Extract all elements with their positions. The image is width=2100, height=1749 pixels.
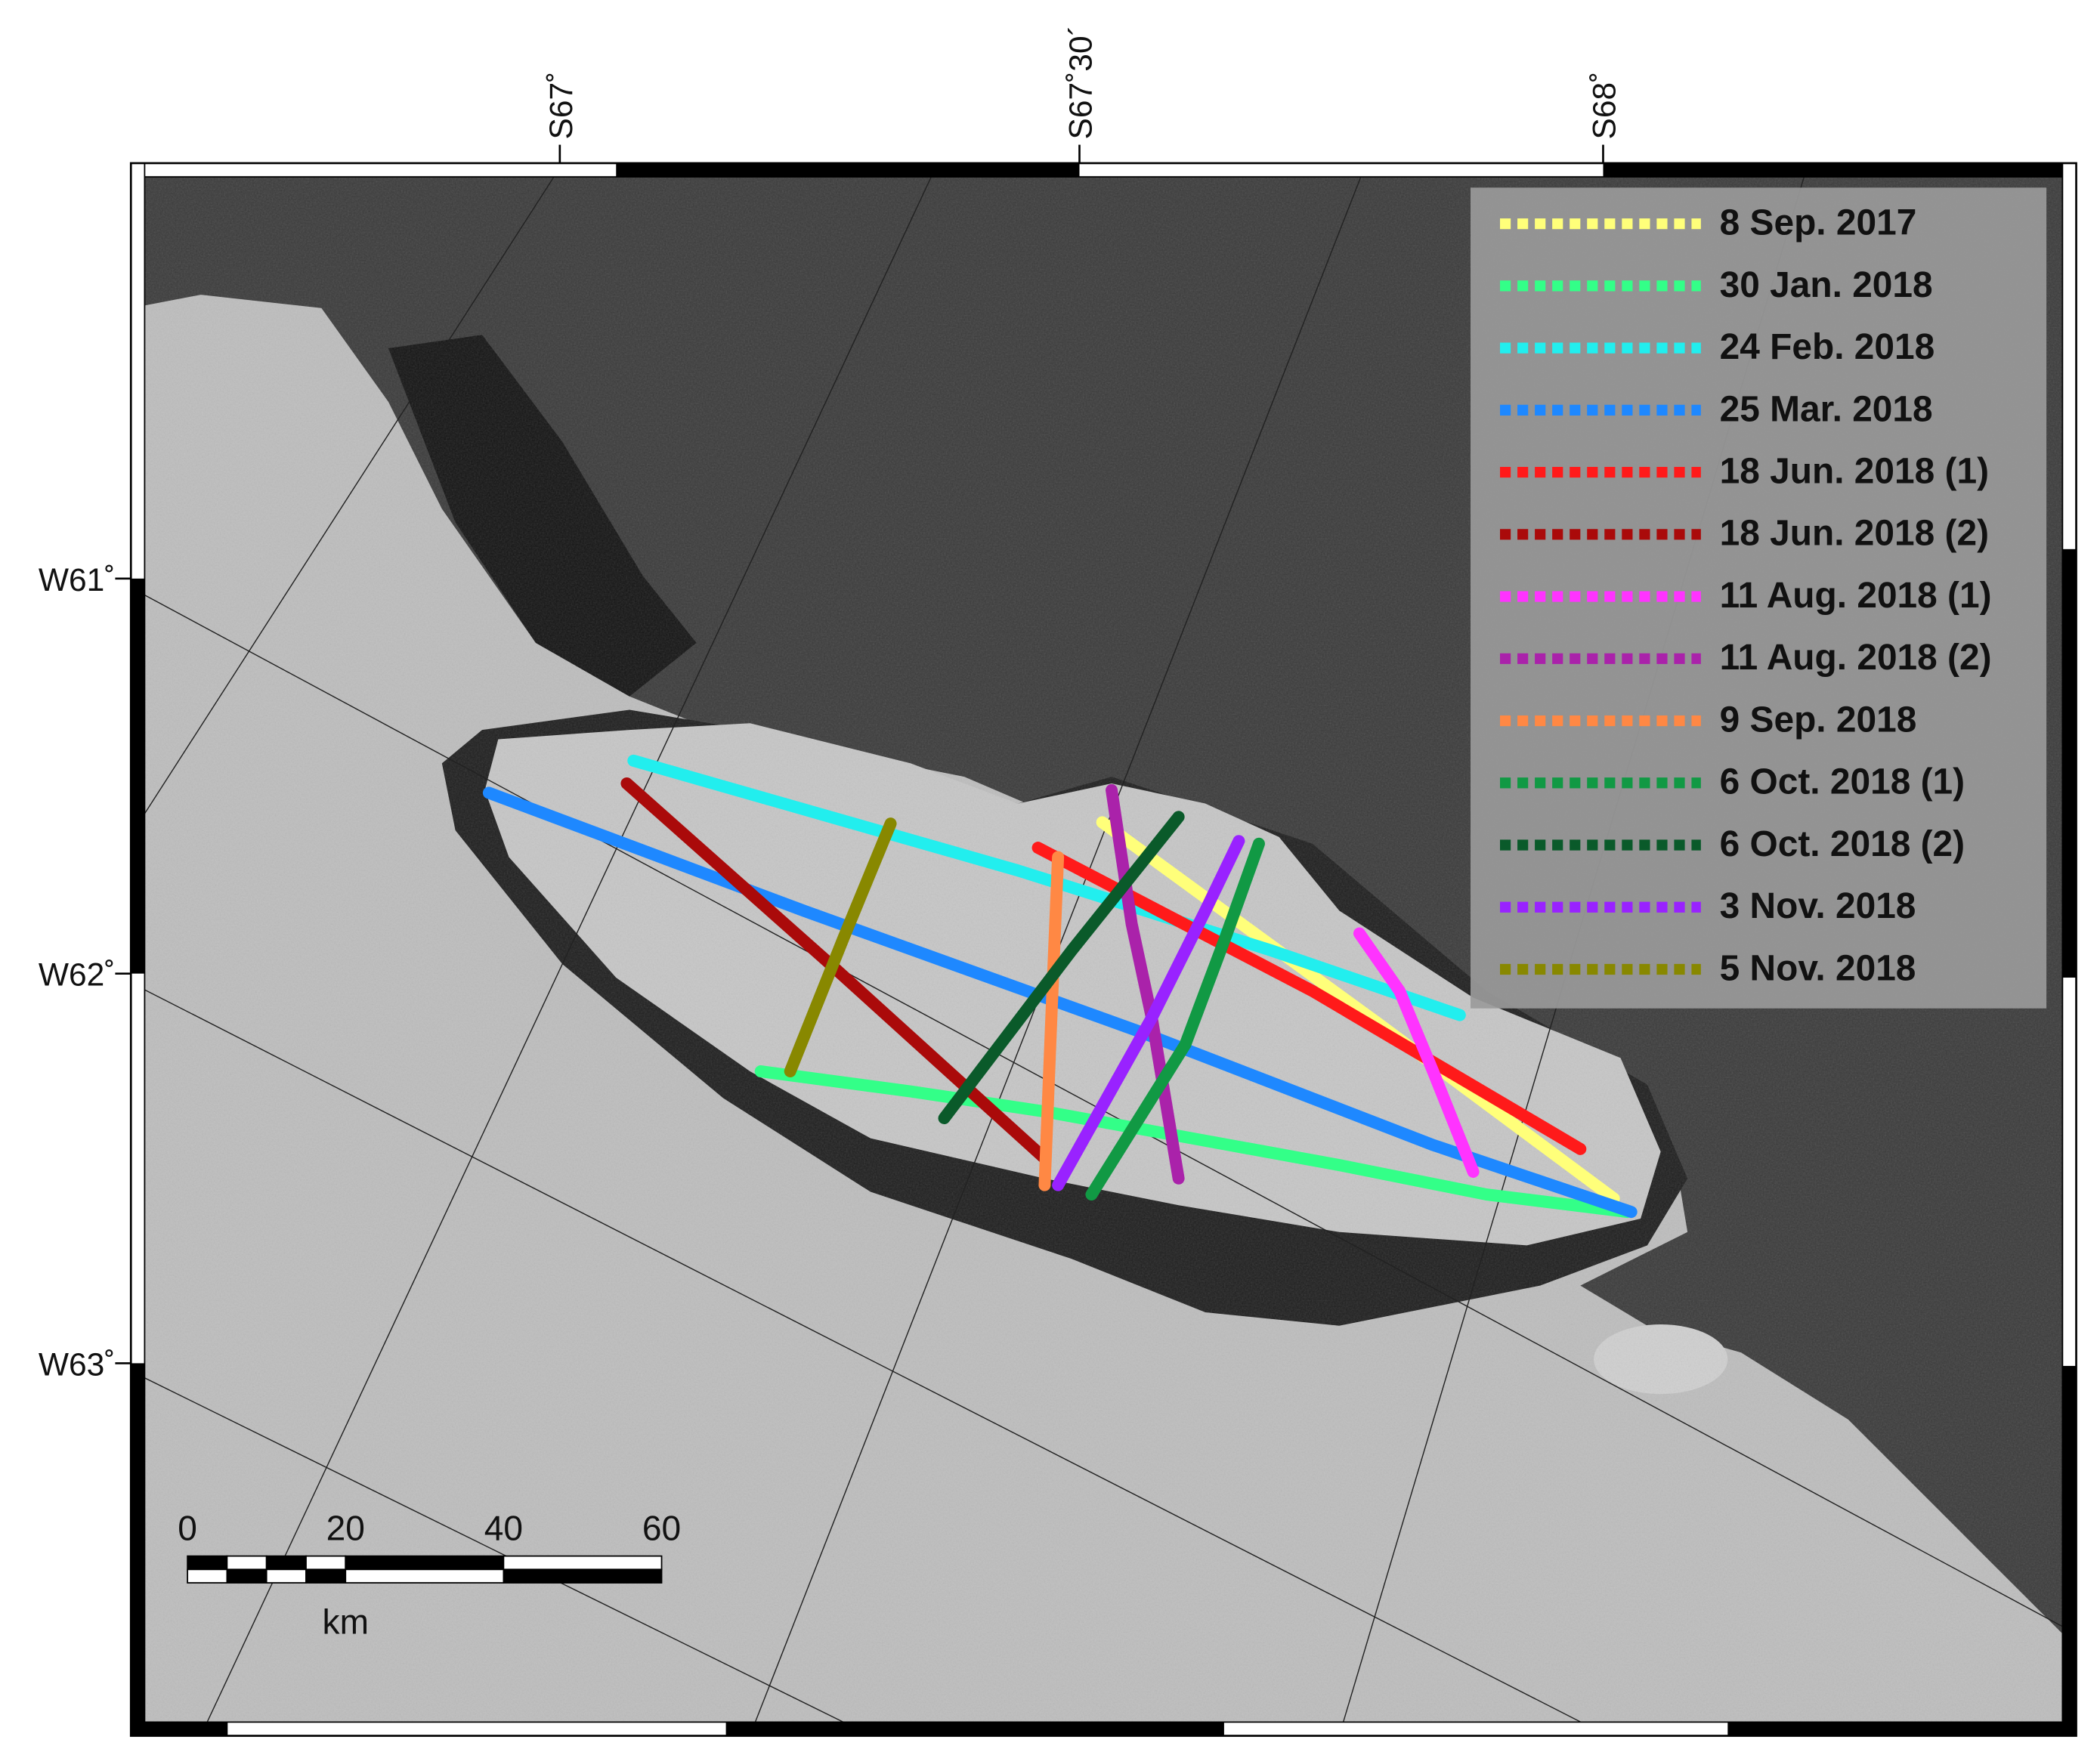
legend-label: 3 Nov. 2018: [1720, 886, 1916, 926]
longitude-label: S68˚: [1586, 72, 1622, 140]
scale-tick-label: 40: [484, 1508, 523, 1547]
track: [1052, 835, 1245, 1191]
latitude-label: W61˚: [39, 562, 116, 598]
legend-items: 8 Sep. 2017 30 Jan. 2018 24 Feb. 2018 25 Ma…: [1500, 203, 1992, 988]
track: [784, 817, 897, 1078]
tracks: [482, 754, 1638, 1219]
scale-segment: [503, 1555, 663, 1571]
track: [1106, 783, 1185, 1185]
scale-segment: [265, 1568, 307, 1584]
scale-tick-label: 60: [642, 1508, 681, 1547]
scale-segment: [503, 1568, 663, 1584]
track: [754, 1065, 1634, 1219]
scale-segment: [226, 1555, 268, 1571]
scale-segment: [226, 1568, 268, 1584]
scale-segment: [265, 1555, 307, 1571]
longitude-label: S67˚30´: [1062, 25, 1099, 139]
track: [1038, 851, 1065, 1191]
scale-unit: km: [323, 1602, 369, 1641]
scale-segment: [345, 1555, 505, 1571]
scale-segment: [305, 1555, 347, 1571]
legend: 8 Sep. 2017 30 Jan. 2018 24 Feb. 2018 25 Ma…: [1471, 187, 2047, 1009]
longitude-label: S67˚: [543, 72, 580, 140]
track: [938, 811, 1185, 1125]
track: [1353, 927, 1480, 1178]
track: [627, 754, 1466, 1021]
legend-box: [1471, 187, 2047, 1009]
legend-label: 11 Aug. 2018 (1): [1720, 576, 1992, 616]
latitude-label: W62˚: [39, 957, 116, 993]
track: [1085, 837, 1265, 1201]
legend-label: 6 Oct. 2018 (2): [1720, 824, 1965, 864]
scale-segment: [187, 1555, 228, 1571]
scale-segment: [305, 1568, 347, 1584]
legend-label: 6 Oct. 2018 (1): [1720, 762, 1965, 802]
legend-label: 8 Sep. 2017: [1720, 203, 1917, 243]
coordinate-labels: S67˚ S67˚30´ S68˚ W61˚ W62˚ W63˚: [39, 25, 1623, 1383]
scale-segment: [345, 1568, 505, 1584]
map-frame: [129, 162, 2077, 1737]
latitude-label: W63˚: [39, 1346, 116, 1383]
legend-label: 24 Feb. 2018: [1720, 327, 1935, 367]
legend-label: 9 Sep. 2018: [1720, 700, 1917, 740]
legend-label: 30 Jan. 2018: [1720, 265, 1933, 305]
legend-label: 25 Mar. 2018: [1720, 389, 1933, 429]
legend-label: 18 Jun. 2018 (1): [1720, 452, 1989, 492]
scale-segment: [187, 1568, 228, 1584]
legend-label: 5 Nov. 2018: [1720, 948, 1916, 988]
legend-label: 11 Aug. 2018 (2): [1720, 638, 1992, 678]
scale-tick-label: 0: [178, 1508, 197, 1547]
scale-bar: 0 20 40 60 km: [178, 1508, 681, 1641]
scale-tick-label: 20: [326, 1508, 365, 1547]
legend-label: 18 Jun. 2018 (2): [1720, 514, 1989, 554]
